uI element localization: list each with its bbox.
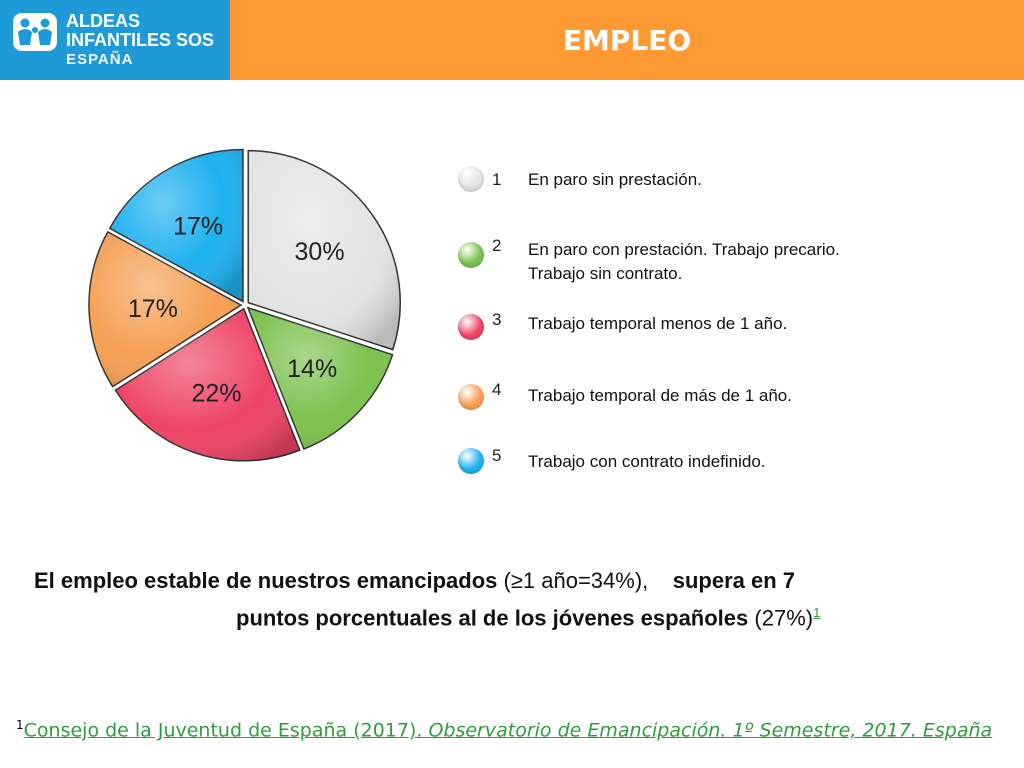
legend-number-1: 1 [492, 170, 502, 189]
pie-label-4: 17% [128, 295, 178, 323]
legend-dot-3 [458, 314, 484, 340]
statement-part-5: (27%) [754, 605, 814, 631]
statement-part-2: (≥1 año=34%), [503, 568, 649, 593]
logo-line-2: INFANTILES SOS [66, 30, 215, 50]
pie-label-1: 30% [295, 238, 345, 266]
page-title-text: EMPLEO [562, 24, 692, 57]
footnote: 1Consejo de la Juventud de España (2017)… [16, 718, 1016, 741]
pie-slice-shading-1 [248, 150, 401, 350]
logo-line-3: ESPAÑA [66, 51, 134, 68]
pie-slice-shading-5 [109, 149, 243, 302]
legend-label-5: Trabajo con contrato indefinido. [528, 452, 766, 471]
logo: ALDEAS INFANTILES SOS ESPAÑA [0, 0, 230, 80]
pie-label-3: 22% [191, 380, 241, 408]
legend-dot-1 [458, 166, 484, 192]
legend-number-2: 2 [492, 236, 502, 255]
legend-number-3: 3 [492, 310, 502, 329]
legend-label-1: En paro sin prestación. [528, 170, 702, 189]
footnote-reference-link[interactable]: 1 [813, 605, 821, 620]
summary-statement: El empleo estable de nuestros emancipado… [30, 565, 930, 634]
legend-dot-2 [458, 242, 484, 268]
pie-label-2: 14% [287, 355, 337, 383]
statement-line-2: puntos porcentuales al de los jóvenes es… [30, 597, 930, 634]
pie-slice-shading-2 [247, 307, 393, 450]
page-title: EMPLEO [230, 0, 1024, 80]
pie-label-5: 17% [173, 213, 223, 241]
pie-chart: 30% 14% 22% 17% 17% [88, 148, 401, 462]
legend-number-5: 5 [492, 446, 502, 465]
footnote-text-b: Observatorio de Emancipación. 1º Semestr… [428, 719, 993, 742]
legend-label-4: Trabajo temporal de más de 1 año. [528, 386, 792, 405]
legend-dot-5 [458, 448, 484, 474]
legend-dot-4 [458, 384, 484, 410]
pie-slice-shading-3 [115, 308, 300, 461]
footnote-mark: 1 [16, 718, 24, 732]
logo-text: ALDEAS INFANTILES SOS ESPAÑA [66, 12, 214, 70]
aldeas-logo-icon [13, 13, 57, 51]
legend-number-4: 4 [492, 380, 502, 399]
statement-part-4: puntos porcentuales al de los jóvenes es… [236, 605, 749, 631]
legend-label-3: Trabajo temporal menos de 1 año. [528, 314, 788, 333]
pie-slice-shading-4 [89, 231, 242, 387]
logo-line-1: ALDEAS [66, 11, 141, 31]
statement-part-1: El empleo estable de nuestros emancipado… [34, 568, 498, 593]
statement-line-1: El empleo estable de nuestros emancipado… [30, 565, 930, 597]
chart-legend: 1 En paro sin prestación. 2 En paro con … [458, 160, 898, 490]
statement-part-3: supera en 7 [672, 568, 796, 593]
footnote-citation-link[interactable]: Consejo de la Juventud de España (2017).… [24, 719, 993, 741]
legend-label-2: En paro con prestación. Trabajo precario… [528, 240, 840, 283]
footnote-text-a: Consejo de la Juventud de España (2017). [23, 719, 429, 742]
header-bar: ALDEAS INFANTILES SOS ESPAÑA EMPLEO [0, 0, 1024, 80]
